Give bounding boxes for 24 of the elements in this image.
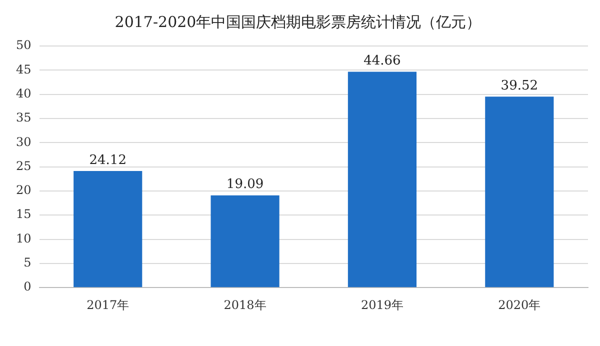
chart-title: 2017-2020年中国国庆档期电影票房统计情况（亿元） xyxy=(114,12,482,31)
y-tick-label: 25 xyxy=(16,158,32,173)
x-tick-label: 2017年 xyxy=(86,298,130,312)
bar xyxy=(210,195,280,288)
y-tick-label: 50 xyxy=(16,38,32,52)
bar xyxy=(74,171,142,288)
x-tick-label: 2020年 xyxy=(498,298,541,312)
y-tick-label: 15 xyxy=(16,207,32,222)
y-tick-label: 10 xyxy=(16,231,32,246)
data-label: 24.12 xyxy=(89,152,126,168)
y-tick-label: 45 xyxy=(16,62,32,76)
x-tick-label: 2018年 xyxy=(224,298,266,312)
x-tick-label: 2019年 xyxy=(360,298,404,312)
y-tick-label: 0 xyxy=(24,280,32,294)
y-tick-label: 30 xyxy=(16,134,32,149)
bar xyxy=(485,96,554,288)
y-tick-label: 35 xyxy=(16,110,32,125)
data-label: 39.52 xyxy=(500,78,538,94)
data-label: 19.09 xyxy=(226,177,264,192)
y-tick-label: 20 xyxy=(16,183,32,198)
bar xyxy=(348,72,417,288)
y-tick-label: 40 xyxy=(16,86,32,100)
data-label: 44.66 xyxy=(364,54,401,69)
y-tick-label: 5 xyxy=(24,256,32,270)
